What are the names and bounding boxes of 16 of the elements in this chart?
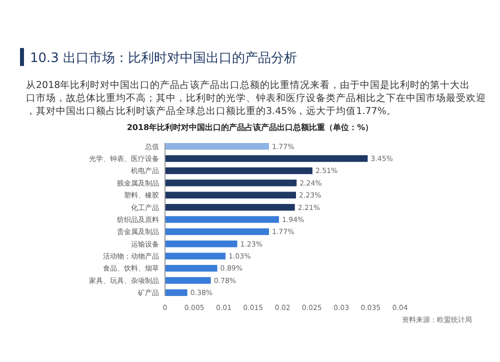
- bar: [165, 192, 296, 198]
- bar: [165, 143, 269, 150]
- bar: [165, 155, 368, 162]
- bar: [165, 289, 188, 296]
- bar: [165, 216, 279, 223]
- bar: [165, 180, 297, 186]
- x-axis-title: 2018年比利时对中国出口的产品占该产品出口总额比重（单位：%）: [126, 122, 374, 132]
- bar: [165, 204, 295, 211]
- bar: [165, 264, 218, 272]
- bar: [165, 228, 269, 236]
- chart-subtitle: 从2018年比利时对中国出口的产品占该产品出口总额的比重情况来看，由于中国是比利时的第十大出口市场，故总体比重均不高；其中，比利时的光学、钟表和医疗设备类产品相比之下在中国市场最受欢迎，其对中国出口额占比利时该产品全球总出口额比重的3.45%，远大于均值1.77%。: [26, 79, 486, 117]
- bar: [165, 252, 226, 260]
- bar: [165, 277, 211, 284]
- chart-title: 10.3 出口市场：比利时对中国出口的产品分析: [30, 51, 298, 66]
- bar: [165, 240, 238, 248]
- bar: [165, 167, 312, 174]
